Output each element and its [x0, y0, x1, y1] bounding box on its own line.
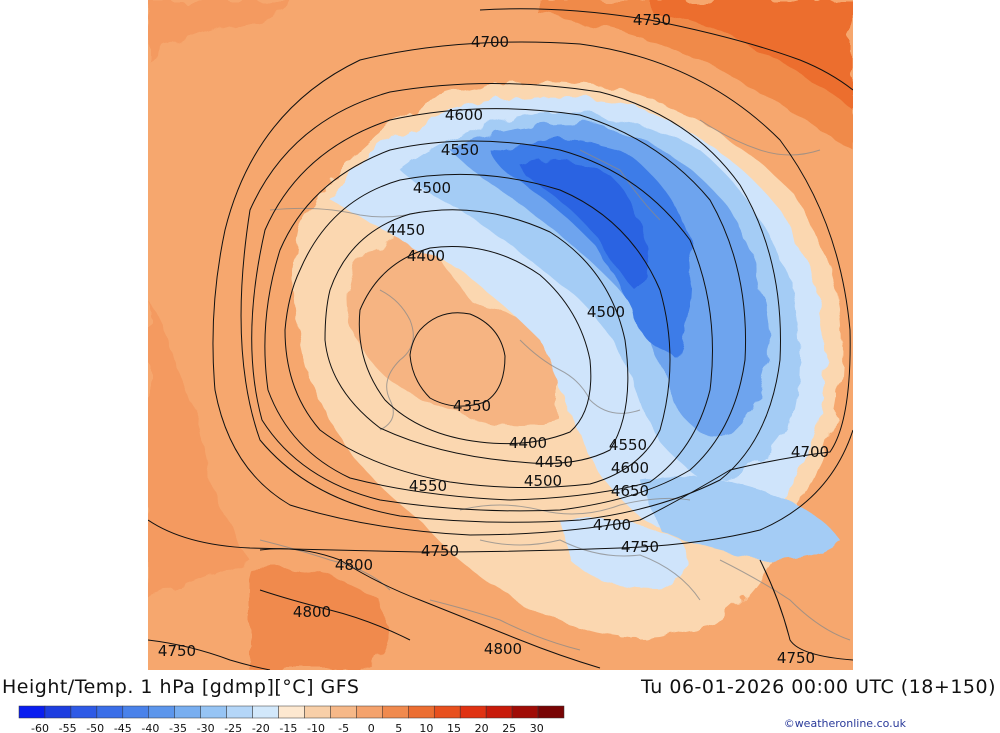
- scale-swatch: [200, 705, 227, 719]
- scale-swatch: [70, 705, 98, 719]
- scale-swatch: [537, 705, 565, 719]
- scale-tick-label: 15: [447, 722, 461, 733]
- scale-tick-label: -10: [307, 722, 325, 733]
- contour-label: 4750: [633, 11, 671, 29]
- contour-label: 4450: [535, 453, 573, 471]
- contour-4550: [264, 140, 713, 501]
- contour-label: 4800: [335, 556, 373, 574]
- contour-4750-sw: [148, 639, 271, 670]
- contour-label: 4550: [441, 141, 479, 159]
- scale-tick-label: -45: [114, 722, 132, 733]
- scale-swatch: [122, 705, 150, 719]
- scale-swatch: [226, 705, 253, 719]
- contour-label: 4600: [445, 106, 483, 124]
- contour-label: 4500: [587, 303, 625, 321]
- scale-swatch: [44, 705, 72, 719]
- contour-label: 4750: [158, 642, 196, 660]
- scale-tick-label: 25: [502, 722, 516, 733]
- contour-label: 4500: [413, 179, 451, 197]
- color-scale: -60 -55 -50 -45 -40 -35 -30 -25 -20 -15 -10 -5 0 5 10 1…: [18, 705, 565, 733]
- temperature-field-cold-south: [560, 476, 840, 590]
- scale-tick-label: -20: [252, 722, 270, 733]
- scale-swatch: [433, 705, 461, 719]
- contour-4500: [284, 173, 671, 489]
- contour-4350: [409, 312, 506, 407]
- contour-4700: [212, 41, 851, 536]
- contour-label: 4700: [471, 33, 509, 51]
- chart-title: Height/Temp. 1 hPa [gdmp][°C] GFS: [2, 676, 360, 698]
- contour-label: 4550: [409, 477, 447, 495]
- scale-tick-label: 5: [395, 722, 402, 733]
- contour-label: 4350: [453, 397, 491, 415]
- contour-label: 4550: [609, 436, 647, 454]
- scale-tick-label: 30: [530, 722, 544, 733]
- contour-label: 4500: [524, 472, 562, 490]
- weather-map: 4750470046004550450044504400450043504400…: [148, 0, 853, 670]
- coastlines: [259, 119, 851, 651]
- credit-link[interactable]: ©weatheronline.co.uk: [783, 717, 906, 730]
- scale-swatch: [252, 705, 279, 719]
- scale-tick-label: -15: [279, 722, 297, 733]
- temperature-field-warm-deep: [148, 0, 853, 670]
- contour-4750-north: [479, 8, 853, 91]
- contour-label: 4750: [621, 538, 659, 556]
- scale-swatch: [18, 705, 46, 719]
- scale-tick-label: -55: [59, 722, 77, 733]
- scale-swatch: [511, 705, 539, 719]
- temperature-field-cold: [330, 96, 826, 535]
- contour-label: 4600: [611, 459, 649, 477]
- scale-swatch: [356, 705, 383, 719]
- scale-swatch: [330, 705, 357, 719]
- scale-tick-label: -40: [141, 722, 159, 733]
- scale-tick-label: 20: [475, 722, 489, 733]
- contour-label: 4700: [791, 443, 829, 461]
- contour-4800: [259, 548, 601, 669]
- contour-label: 4650: [611, 482, 649, 500]
- scale-tick-label: -60: [31, 722, 49, 733]
- scale-tick-label: -35: [169, 722, 187, 733]
- contour-label: 4450: [387, 221, 425, 239]
- scale-swatch: [485, 705, 513, 719]
- scale-swatch: [174, 705, 201, 719]
- scale-tick-label: 0: [368, 722, 375, 733]
- contour-4750: [148, 429, 853, 553]
- contour-4650: [240, 83, 781, 523]
- scale-tick-label: -30: [197, 722, 215, 733]
- scale-tick-label: -5: [338, 722, 349, 733]
- contour-label: 4400: [407, 247, 445, 265]
- scale-tick-label: -50: [86, 722, 104, 733]
- scale-swatch: [459, 705, 487, 719]
- contour-4750-se: [759, 559, 853, 661]
- scale-tick-label: -25: [224, 722, 242, 733]
- contour-labels: 4750470046004550450044504400450043504400…: [158, 11, 829, 667]
- contour-label: 4750: [421, 542, 459, 560]
- contour-4600: [251, 108, 747, 512]
- contour-4400: [358, 246, 592, 445]
- scale-swatch: [96, 705, 124, 719]
- valid-time: Tu 06-01-2026 00:00 UTC (18+150): [641, 676, 996, 698]
- scale-swatch: [304, 705, 331, 719]
- contour-label: 4750: [777, 649, 815, 667]
- contour-4800-west: [259, 589, 411, 641]
- contour-label: 4700: [593, 516, 631, 534]
- contour-4450: [324, 209, 629, 464]
- contour-label: 4800: [484, 640, 522, 658]
- scale-swatch: [148, 705, 175, 719]
- height-contours: [148, 8, 853, 670]
- contour-label: 4800: [293, 603, 331, 621]
- scale-swatch: [278, 705, 305, 719]
- scale-swatch: [382, 705, 409, 719]
- scale-tick-label: 10: [419, 722, 433, 733]
- scale-swatch: [408, 705, 435, 719]
- contour-label: 4400: [509, 434, 547, 452]
